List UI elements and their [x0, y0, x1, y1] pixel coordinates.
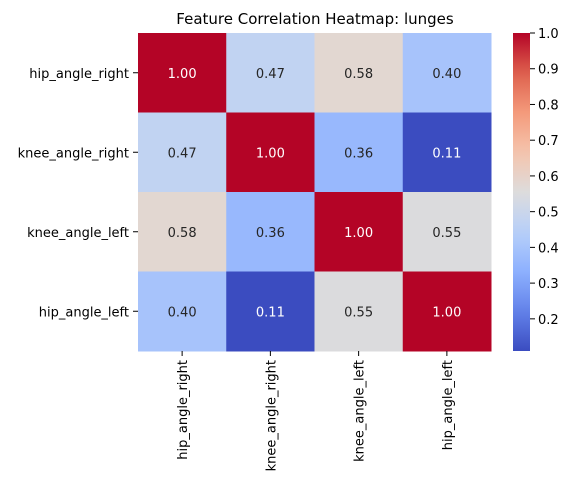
colorbar-tick-label-6: 0.8 [538, 98, 559, 113]
heatmap-cell-r2-c2 [314, 192, 404, 272]
colorbar-tick-label-5: 0.7 [538, 134, 559, 149]
colorbar-tick-label-0: 0.2 [538, 313, 559, 328]
y-tick-label-1: knee_angle_right [18, 146, 129, 161]
cell-value-label-r0-c2: 0.58 [344, 67, 373, 82]
heatmap-cell-r3-c3 [402, 271, 492, 352]
chart-title: Feature Correlation Heatmap: lunges [176, 10, 454, 28]
colorbar-tick-label-2: 0.4 [538, 241, 559, 256]
x-axis: hip_angle_right knee_angle_right knee_angl… [176, 351, 456, 471]
y-axis: hip_angle_right knee_angle_right knee_angl… [18, 67, 138, 320]
colorbar-tick-label-4: 0.6 [538, 170, 559, 185]
colorbar-tick-label-8: 1.0 [538, 27, 559, 42]
heatmap-cells [138, 33, 492, 352]
cell-value-label-r0-c1: 0.47 [256, 67, 285, 82]
colorbar-tick-label-7: 0.9 [538, 63, 559, 78]
heatmap-cell-r2-c1 [226, 192, 315, 272]
colorbar-tick-label-1: 0.3 [538, 277, 559, 292]
heatmap-cell-r1-c2 [314, 112, 404, 193]
heatmap-cell-r1-c0 [138, 112, 227, 193]
heatmap-cell-r0-c1 [226, 33, 315, 113]
cell-value-label-r1-c2: 0.36 [344, 146, 373, 161]
cell-value-label-r2-c0: 0.58 [168, 226, 197, 241]
cell-value-label-r3-c1: 0.11 [256, 305, 285, 320]
heatmap-cell-r1-c1 [226, 112, 315, 193]
cell-value-label-r0-c0: 1.00 [168, 67, 197, 82]
heatmap-cell-r0-c3 [402, 33, 492, 113]
heatmap-cell-r0-c0 [138, 33, 227, 113]
x-tick-label-1: knee_angle_right [264, 360, 279, 471]
heatmap-cell-r3-c2 [314, 271, 404, 352]
heatmap-cell-r0-c2 [314, 33, 404, 113]
cell-value-label-r3-c0: 0.40 [168, 305, 197, 320]
cell-value-label-r1-c0: 0.47 [168, 146, 197, 161]
heatmap-cell-r2-c0 [138, 192, 227, 272]
x-tick-label-0: hip_angle_right [176, 360, 191, 460]
cell-value-label-r1-c1: 1.00 [256, 146, 285, 161]
cell-value-label-r0-c3: 0.40 [432, 67, 461, 82]
cell-value-label-r2-c1: 0.36 [256, 226, 285, 241]
y-tick-label-2: knee_angle_left [27, 226, 129, 241]
x-tick-label-2: knee_angle_left [353, 360, 368, 462]
heatmap-cell-r2-c3 [402, 192, 492, 272]
heatmap-cell-r1-c3 [402, 112, 492, 193]
cell-value-label-r2-c2: 1.00 [344, 226, 373, 241]
x-tick-label-3: hip_angle_left [441, 360, 456, 450]
y-tick-label-3: hip_angle_left [39, 305, 129, 320]
y-tick-label-0: hip_angle_right [29, 67, 129, 82]
cell-value-label-r3-c2: 0.55 [344, 305, 373, 320]
colorbar-tick-label-3: 0.5 [538, 206, 559, 221]
cell-value-label-r2-c3: 0.55 [432, 226, 461, 241]
colorbar-gradient [513, 33, 530, 351]
cell-value-label-r1-c3: 0.11 [432, 146, 461, 161]
heatmap-cell-r3-c1 [226, 271, 315, 352]
heatmap-cell-r3-c0 [138, 271, 227, 352]
heatmap-cell-labels: 1.00 0.47 0.58 0.40 0.47 1.00 0.36 0.11 0.58 0.36… [168, 67, 462, 321]
colorbar: 0.2 0.3 0.4 0.5 0.6 0.7 0.8 0.9 1.0 [513, 27, 559, 351]
cell-value-label-r3-c3: 1.00 [432, 305, 461, 320]
